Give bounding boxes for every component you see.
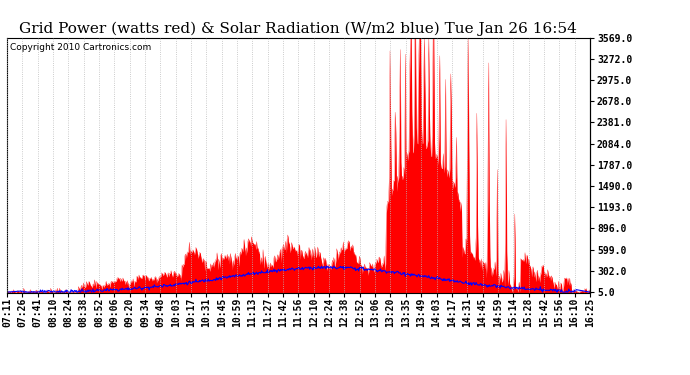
Title: Grid Power (watts red) & Solar Radiation (W/m2 blue) Tue Jan 26 16:54: Grid Power (watts red) & Solar Radiation… bbox=[19, 22, 578, 36]
Text: Copyright 2010 Cartronics.com: Copyright 2010 Cartronics.com bbox=[10, 43, 151, 52]
